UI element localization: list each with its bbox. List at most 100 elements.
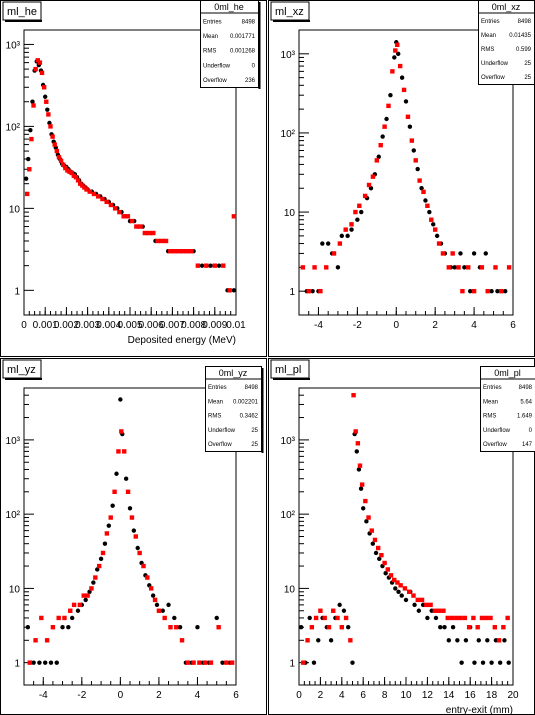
data-point	[506, 265, 512, 270]
data-point	[23, 176, 29, 181]
data-point	[114, 471, 119, 476]
data-point	[66, 625, 71, 630]
data-point	[385, 567, 391, 572]
data-point	[208, 660, 214, 665]
stats-name: 0ml_xz	[492, 2, 521, 12]
data-point	[450, 251, 455, 256]
stats-value: 8498	[245, 385, 259, 391]
series-black	[25, 397, 233, 665]
data-point	[166, 602, 171, 608]
data-point	[357, 203, 362, 208]
data-point	[378, 142, 383, 148]
data-point	[501, 625, 506, 630]
y-tick-label: 10³	[6, 436, 21, 447]
data-point	[125, 214, 131, 219]
stats-value: 25	[524, 61, 531, 67]
data-point	[471, 615, 476, 621]
panel-ml_xz: ml_xz 1 10 10² 10³ -4 -2 0 2 4 6 0ml_xz Entries 8498 M…	[268, 0, 535, 357]
data-point	[91, 580, 96, 585]
x-tick-label: 0	[296, 690, 302, 701]
data-point	[98, 556, 104, 562]
data-point	[462, 265, 467, 270]
data-point	[138, 224, 143, 229]
data-point	[445, 615, 450, 621]
data-point	[160, 608, 165, 613]
data-point	[401, 87, 407, 93]
data-point	[96, 194, 101, 199]
series-red	[27, 429, 235, 665]
data-point	[355, 217, 360, 222]
data-point	[398, 583, 403, 588]
data-point	[415, 597, 420, 603]
data-point	[104, 199, 109, 205]
data-point	[52, 142, 57, 147]
data-point	[137, 550, 142, 556]
data-point	[450, 625, 456, 630]
data-point	[384, 116, 389, 122]
data-point	[348, 638, 353, 643]
stats-value: 1.649	[517, 414, 533, 420]
stats-box: 0ml_pl Entries 8498 Mean 5.64 RMS 1.649 Underfl…	[480, 366, 535, 452]
y-tick-label: 10	[9, 204, 21, 215]
panel-ml_yz: ml_yz 1 10 10² 10³ -4 -2 0 2 4 6 0ml_yz Entries 8498 M…	[0, 358, 267, 715]
data-point	[472, 660, 477, 665]
title-box: ml_he	[2, 1, 42, 22]
data-point	[388, 92, 393, 98]
data-point	[309, 625, 315, 630]
data-point	[37, 60, 43, 65]
data-point	[48, 124, 53, 129]
data-point	[151, 230, 156, 236]
data-point	[349, 227, 354, 232]
data-point	[369, 528, 374, 533]
data-point	[419, 186, 424, 191]
data-point	[341, 608, 347, 613]
data-point	[428, 602, 433, 608]
stats-value: 0.001771	[230, 34, 256, 40]
data-point	[27, 660, 32, 665]
data-point	[133, 534, 138, 539]
data-point	[483, 251, 488, 256]
data-point	[47, 120, 52, 126]
stats-label: RMS	[481, 47, 494, 53]
data-point	[306, 288, 311, 294]
data-point	[125, 489, 131, 494]
data-point	[328, 638, 334, 643]
data-point	[39, 615, 44, 621]
data-point	[446, 265, 451, 270]
data-point	[214, 615, 219, 621]
data-point	[442, 625, 447, 630]
data-point	[189, 249, 194, 254]
x-tick-label: 2	[432, 320, 438, 331]
stats-box: 0ml_he Entries 8498 Mean 0.001771 RMS 0.001268…	[200, 0, 261, 89]
data-point	[363, 498, 368, 504]
data-point	[374, 158, 380, 163]
data-point	[84, 187, 89, 192]
data-point	[301, 660, 306, 665]
x-tick-label: 0.001	[33, 320, 58, 331]
x-tick-label: 0.002	[54, 320, 79, 331]
stats-shadow	[261, 368, 264, 453]
data-point	[39, 70, 45, 76]
x-tick-label: -2	[77, 690, 86, 701]
data-point	[29, 136, 34, 142]
stats-value: 25	[251, 428, 258, 434]
data-point	[343, 227, 348, 232]
stats-label: RMS	[483, 414, 496, 420]
data-point	[61, 162, 66, 167]
data-point	[123, 476, 129, 481]
data-point	[199, 263, 205, 268]
data-point	[43, 94, 48, 99]
data-point	[129, 515, 135, 520]
data-point	[419, 597, 425, 603]
data-point	[221, 263, 226, 268]
data-point	[75, 178, 81, 183]
stats-label: Entries	[481, 19, 500, 25]
data-point	[104, 531, 110, 536]
data-point	[102, 541, 108, 546]
data-point	[156, 608, 162, 613]
x-tick-label: 4	[471, 320, 477, 331]
data-point	[106, 523, 112, 528]
stats-label: Overflow	[483, 442, 507, 448]
data-point	[162, 615, 167, 621]
data-point	[458, 615, 463, 621]
